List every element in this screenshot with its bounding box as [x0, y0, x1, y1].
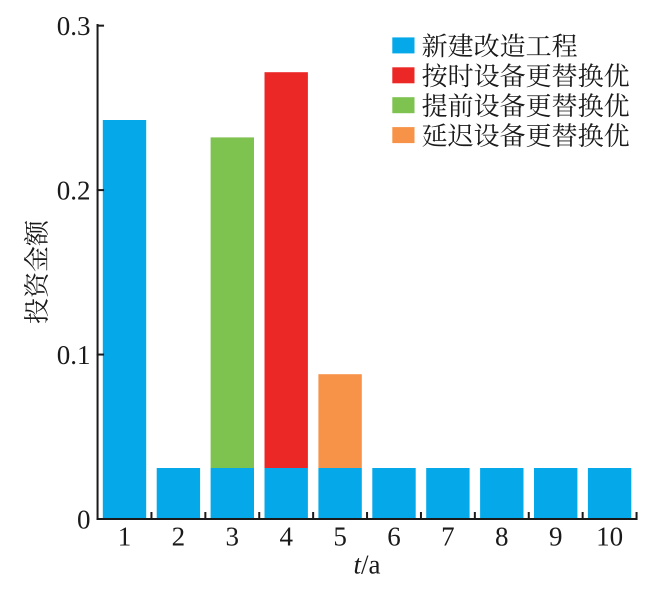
svg-text:6: 6 — [387, 522, 401, 552]
svg-text:10: 10 — [596, 522, 623, 552]
svg-text:8: 8 — [495, 522, 509, 552]
svg-text:0.1: 0.1 — [57, 340, 91, 370]
svg-text:2: 2 — [172, 522, 186, 552]
svg-text:0.2: 0.2 — [57, 175, 91, 205]
svg-text:0: 0 — [77, 504, 91, 534]
svg-text:7: 7 — [441, 522, 455, 552]
svg-text:9: 9 — [549, 522, 563, 552]
svg-text:5: 5 — [333, 522, 347, 552]
svg-text:0.3: 0.3 — [57, 11, 91, 41]
svg-text:t/a: t/a — [353, 550, 380, 580]
svg-text:3: 3 — [226, 522, 240, 552]
svg-text:4: 4 — [279, 522, 293, 552]
svg-text:1: 1 — [118, 522, 132, 552]
